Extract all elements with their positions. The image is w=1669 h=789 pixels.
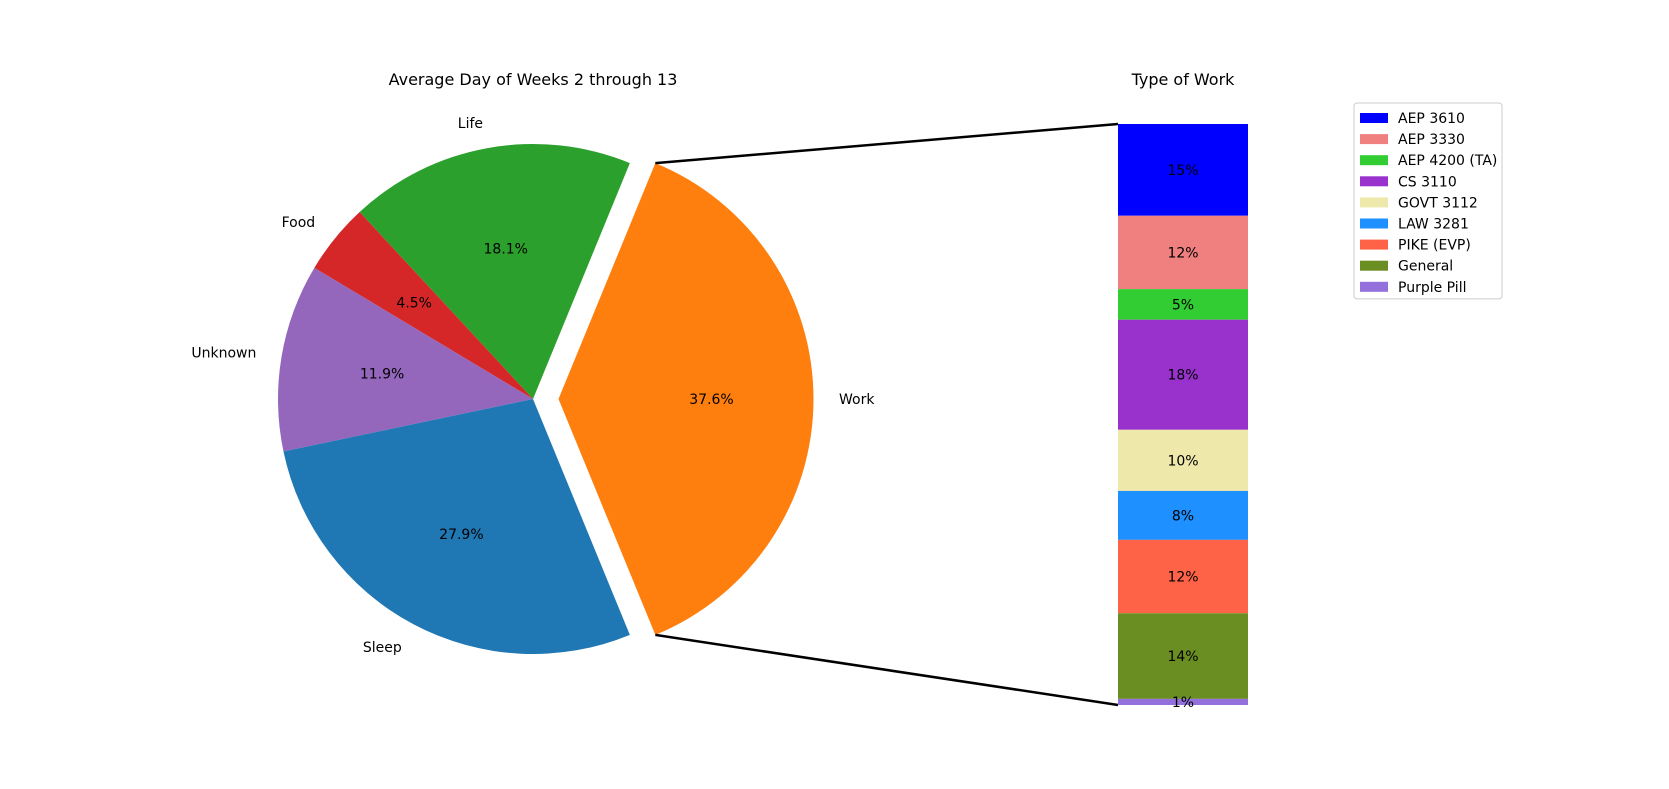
legend-item-aep-4200-ta-label: AEP 4200 (TA): [1398, 153, 1497, 169]
bar-segment-law-3281: [1118, 490, 1248, 540]
bar-segment-aep-3610-pct-label: 15%: [1167, 163, 1198, 179]
legend: AEP 3610 AEP 3330 AEP 4200 (TA) CS 3110 GOVT…: [1353, 102, 1503, 300]
stacked-bar: 15% 12% 5% 18% 10% 8% 12% 14% 1%: [1118, 124, 1248, 711]
legend-item-aep-4200-ta-swatch: [1360, 155, 1388, 166]
pie-slice-work: [558, 163, 814, 635]
connector-line-top: [655, 122, 1119, 165]
pie-slice-sleep: [283, 399, 630, 655]
pie-slice-work-pct-label: 37.6%: [689, 392, 733, 408]
legend-item-purple-pill-label: Purple Pill: [1398, 280, 1466, 296]
legend-item-law-3281-swatch: [1360, 218, 1388, 229]
connector-lines: [655, 122, 1119, 707]
bar-segment-govt-3112: [1118, 429, 1248, 491]
pie-slice-food-pct-label: 4.5%: [396, 296, 432, 312]
bar-chart-title: Type of Work: [1131, 70, 1236, 89]
bar-segment-aep-3610: [1118, 124, 1248, 216]
pie-slice-life-label: Life: [458, 116, 483, 132]
bar-segment-aep-3330-pct-label: 12%: [1167, 245, 1198, 261]
legend-item-general-swatch: [1360, 260, 1388, 271]
legend-item-pike-evp-swatch: [1360, 239, 1388, 250]
pie-slice-unknown: [278, 267, 533, 452]
pie-slice-life: [359, 144, 630, 399]
bar-segment-aep-4200-ta: [1118, 289, 1248, 320]
connector-line-bottom: [655, 633, 1119, 707]
pie-slice-unknown-pct-label: 11.9%: [360, 367, 404, 383]
bar-segment-cs-3110: [1118, 319, 1248, 430]
legend-item-govt-3112-label: GOVT 3112: [1398, 195, 1478, 211]
bar-segment-govt-3112-pct-label: 10%: [1167, 453, 1198, 469]
legend-item-cs-3110-swatch: [1360, 176, 1388, 187]
pie-chart-title: Average Day of Weeks 2 through 13: [389, 70, 678, 89]
bar-segment-cs-3110-pct-label: 18%: [1167, 368, 1198, 384]
legend-item-aep-3330-swatch: [1360, 134, 1388, 145]
bar-segment-purple-pill: [1118, 698, 1248, 705]
pie-slice-work-label: Work: [839, 392, 875, 408]
pie-chart: 37.6% Work 18.1% Life 4.5% Food 11.9% Unknown 27…: [191, 116, 875, 656]
legend-item-govt-3112-swatch: [1360, 197, 1388, 208]
bar-segment-pike-evp: [1118, 539, 1248, 614]
pie-slice-food: [314, 212, 533, 399]
bar-segment-pike-evp-pct-label: 12%: [1167, 570, 1198, 586]
legend-item-purple-pill-swatch: [1360, 281, 1388, 292]
bar-segment-general-pct-label: 14%: [1167, 649, 1198, 665]
legend-item-aep-3330-label: AEP 3330: [1398, 132, 1465, 148]
legend-item-aep-3610-label: AEP 3610: [1398, 111, 1465, 127]
pie-slice-unknown-label: Unknown: [191, 346, 256, 362]
legend-box: [1353, 102, 1503, 300]
pie-slice-life-pct-label: 18.1%: [484, 241, 528, 257]
bar-segment-purple-pill-pct-label: 1%: [1172, 695, 1194, 711]
pie-slice-sleep-label: Sleep: [363, 640, 402, 656]
legend-item-cs-3110-label: CS 3110: [1398, 174, 1457, 190]
legend-item-aep-3610-swatch: [1360, 113, 1388, 123]
bar-segment-law-3281-pct-label: 8%: [1172, 508, 1194, 524]
pie-slice-food-label: Food: [282, 215, 316, 231]
legend-item-pike-evp-label: PIKE (EVP): [1398, 238, 1471, 254]
legend-item-law-3281-label: LAW 3281: [1398, 217, 1469, 233]
bar-segment-aep-4200-ta-pct-label: 5%: [1172, 297, 1194, 313]
bar-segment-aep-3330: [1118, 215, 1248, 290]
pie-slice-sleep-pct-label: 27.9%: [439, 527, 483, 543]
legend-item-general-label: General: [1398, 259, 1453, 275]
bar-segment-general: [1118, 613, 1248, 699]
